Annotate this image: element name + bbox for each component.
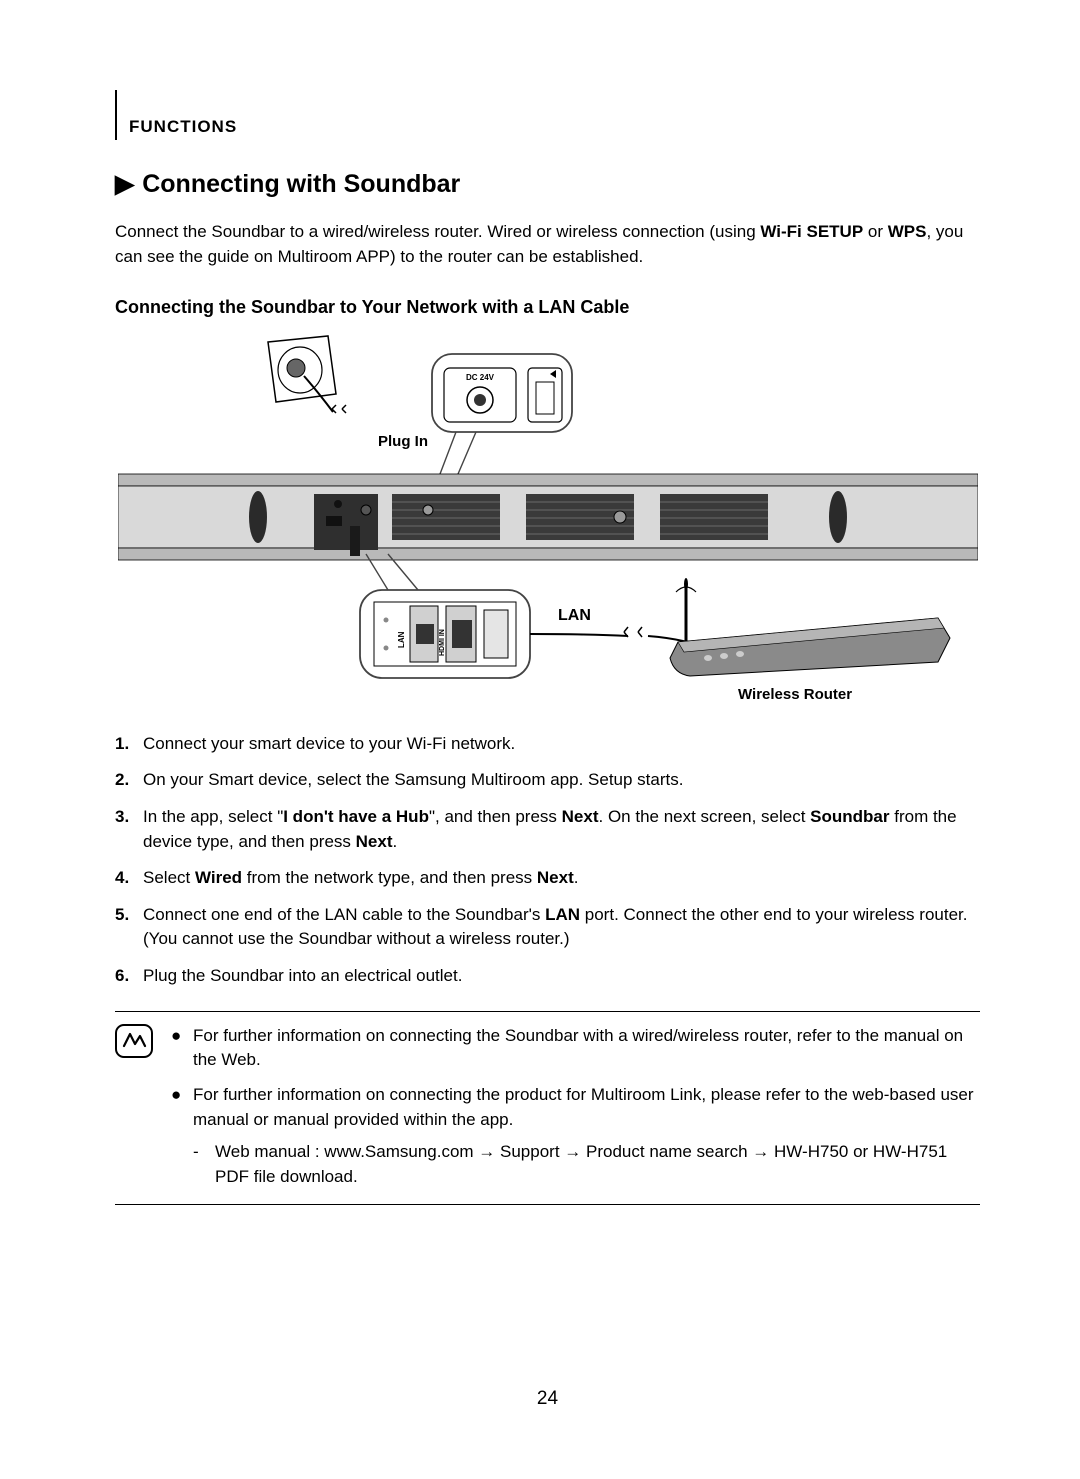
lan-port-balloon: LAN HDMI IN — [360, 554, 530, 678]
heading-text: Connecting with Soundbar — [142, 170, 460, 198]
step-item: 2. On your Smart device, select the Sams… — [115, 768, 980, 793]
wall-outlet-icon — [268, 336, 346, 413]
step-item: 1. Connect your smart device to your Wi-… — [115, 732, 980, 757]
intro-paragraph: Connect the Soundbar to a wired/wireless… — [115, 220, 980, 269]
diagram-svg: DC 24V Plug In — [118, 334, 978, 704]
wireless-router-icon — [670, 578, 950, 676]
section-label: FUNCTIONS — [129, 115, 237, 140]
lan-port-text: LAN — [397, 631, 406, 648]
dc-label: DC 24V — [465, 373, 494, 382]
heading-marker-icon: ▶ — [115, 166, 134, 202]
section-header: FUNCTIONS — [115, 90, 980, 140]
note-list: ● For further information on connecting … — [171, 1024, 980, 1190]
step-item: 4. Select Wired from the network type, a… — [115, 866, 980, 891]
connection-diagram: DC 24V Plug In — [115, 334, 980, 704]
plug-in-label: Plug In — [378, 433, 428, 450]
note-item: ● For further information on connecting … — [171, 1083, 980, 1190]
step-item: 5. Connect one end of the LAN cable to t… — [115, 903, 980, 952]
lan-label: LAN — [558, 607, 591, 624]
page-number: 24 — [115, 1385, 980, 1413]
soundbar-icon — [118, 474, 978, 560]
subheading: Connecting the Soundbar to Your Network … — [115, 294, 980, 320]
hdmi-port-text: HDMI IN — [439, 629, 446, 656]
steps-list: 1. Connect your smart device to your Wi-… — [115, 732, 980, 989]
router-label: Wireless Router — [738, 686, 852, 703]
note-box: ● For further information on connecting … — [115, 1011, 980, 1205]
note-item: ● For further information on connecting … — [171, 1024, 980, 1073]
step-item: 6. Plug the Soundbar into an electrical … — [115, 964, 980, 989]
note-sub-item: - Web manual : www.Samsung.com → Support… — [193, 1140, 980, 1189]
page-heading: ▶ Connecting with Soundbar — [115, 166, 980, 202]
step-item: 3. In the app, select "I don't have a Hu… — [115, 805, 980, 854]
note-icon — [115, 1024, 153, 1190]
